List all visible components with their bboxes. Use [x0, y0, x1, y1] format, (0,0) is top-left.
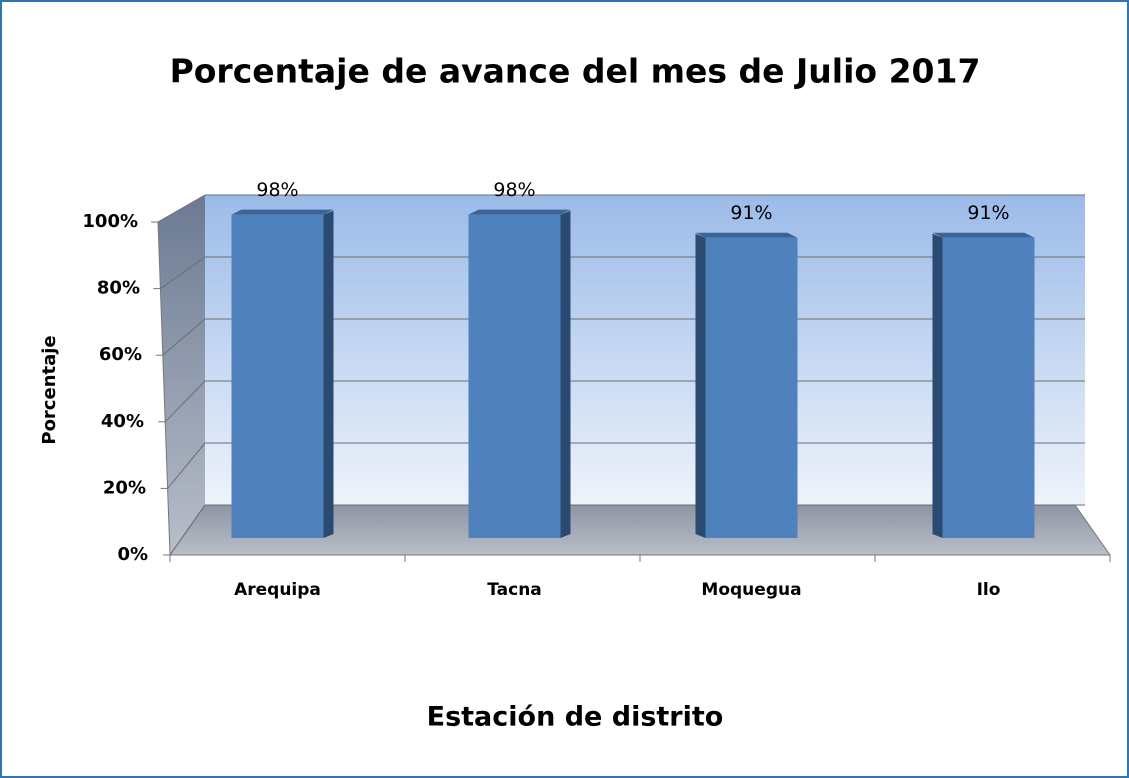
back-wall: [205, 195, 1085, 505]
plot-walls: [157, 194, 1111, 556]
y-tick-label: 20%: [103, 477, 146, 498]
bar-side: [560, 210, 571, 538]
bar: [231, 214, 324, 538]
x-tick-label: Tacna: [487, 580, 542, 600]
value-label: 91%: [730, 202, 772, 224]
x-tick-label: Arequipa: [234, 580, 321, 600]
y-tick-label: 40%: [101, 411, 144, 432]
side-wall: [158, 195, 205, 555]
value-label: 98%: [256, 179, 298, 201]
bar: [705, 237, 798, 538]
value-label: 98%: [493, 179, 535, 201]
side-grid-line: [164, 380, 206, 423]
x-axis-title: Estación de distrito: [427, 702, 724, 733]
y-tick-label: 60%: [99, 344, 142, 365]
side-grid-line: [160, 256, 206, 290]
chart-title: Porcentaje de avance del mes de Julio 20…: [170, 52, 981, 91]
y-tick-label: 80%: [97, 278, 140, 299]
bar: [942, 237, 1035, 538]
bar-side: [932, 233, 943, 538]
y-tick-label: 0%: [117, 544, 148, 565]
bar-top: [932, 232, 1035, 238]
y-axis: [157, 221, 171, 556]
bar: [468, 214, 561, 538]
bar-side: [323, 210, 334, 538]
bar-top: [695, 232, 798, 238]
side-grid-line: [167, 442, 206, 489]
y-tick-label: 100%: [82, 211, 138, 232]
side-grid-line: [162, 318, 206, 356]
side-grid-line: [157, 194, 206, 223]
bar-top: [231, 209, 334, 215]
x-tick-label: Moquegua: [701, 580, 801, 600]
side-grid-line: [169, 504, 206, 556]
bar-side: [695, 233, 706, 538]
value-label: 91%: [967, 202, 1009, 224]
x-tick-label: Ilo: [977, 580, 1001, 600]
bar-top: [468, 209, 571, 215]
y-axis-title: Porcentaje: [39, 335, 60, 444]
